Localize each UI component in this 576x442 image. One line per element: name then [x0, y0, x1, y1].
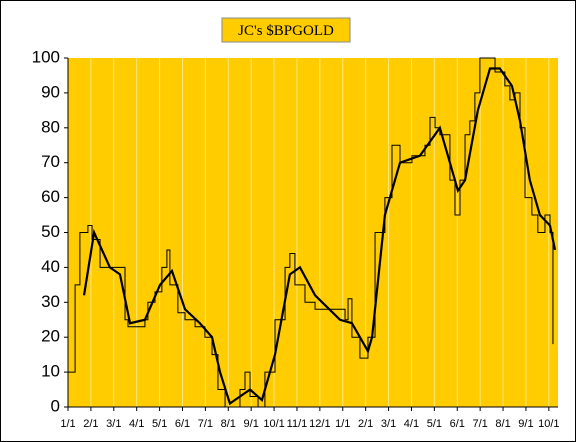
x-tick-label: 6/1	[450, 418, 465, 430]
x-tick-label: 1/1	[60, 418, 75, 430]
x-tick-label: 2/1	[83, 418, 98, 430]
y-tick-label: 50	[41, 222, 60, 241]
x-tick-label: 5/1	[152, 418, 167, 430]
x-tick-label: 9/1	[244, 418, 259, 430]
x-tick-label: 12/1	[309, 418, 330, 430]
y-tick-label: 20	[41, 327, 60, 346]
x-tick-label: 8/1	[221, 418, 236, 430]
series-line	[82, 67, 557, 406]
title-box	[221, 17, 351, 43]
y-tick-label: 90	[41, 82, 60, 101]
y-tick-label: 100	[32, 47, 60, 66]
x-tick-label: 4/1	[404, 418, 419, 430]
x-tick-label: 8/1	[495, 418, 510, 430]
x-tick-label: 3/1	[381, 418, 396, 430]
x-tick-label: 11/1	[287, 418, 308, 430]
x-tick-label: 4/1	[129, 418, 144, 430]
series-line	[68, 57, 554, 408]
x-tick-label: 1/1	[335, 418, 350, 430]
x-tick-label: 6/1	[175, 418, 190, 430]
x-tick-label: 7/1	[473, 418, 488, 430]
y-tick-label: 10	[41, 362, 60, 381]
y-tick-label: 40	[41, 257, 60, 276]
y-tick-label: 60	[41, 187, 60, 206]
x-tick-label: 2/1	[358, 418, 373, 430]
y-tick-label: 0	[51, 396, 60, 415]
y-tick-label: 70	[41, 152, 60, 171]
x-tick-label: 3/1	[106, 418, 121, 430]
x-tick-label: 5/1	[427, 418, 442, 430]
x-tick-label: 7/1	[198, 418, 213, 430]
x-tick-label: 10/1	[538, 418, 559, 430]
x-tick-label: 9/1	[518, 418, 533, 430]
x-tick-label: 10/1	[263, 418, 284, 430]
plot-area	[68, 58, 558, 407]
y-tick-label: 30	[41, 292, 60, 311]
y-tick-label: 80	[41, 117, 60, 136]
chart-title: JC's $BPGOLD	[238, 23, 334, 39]
